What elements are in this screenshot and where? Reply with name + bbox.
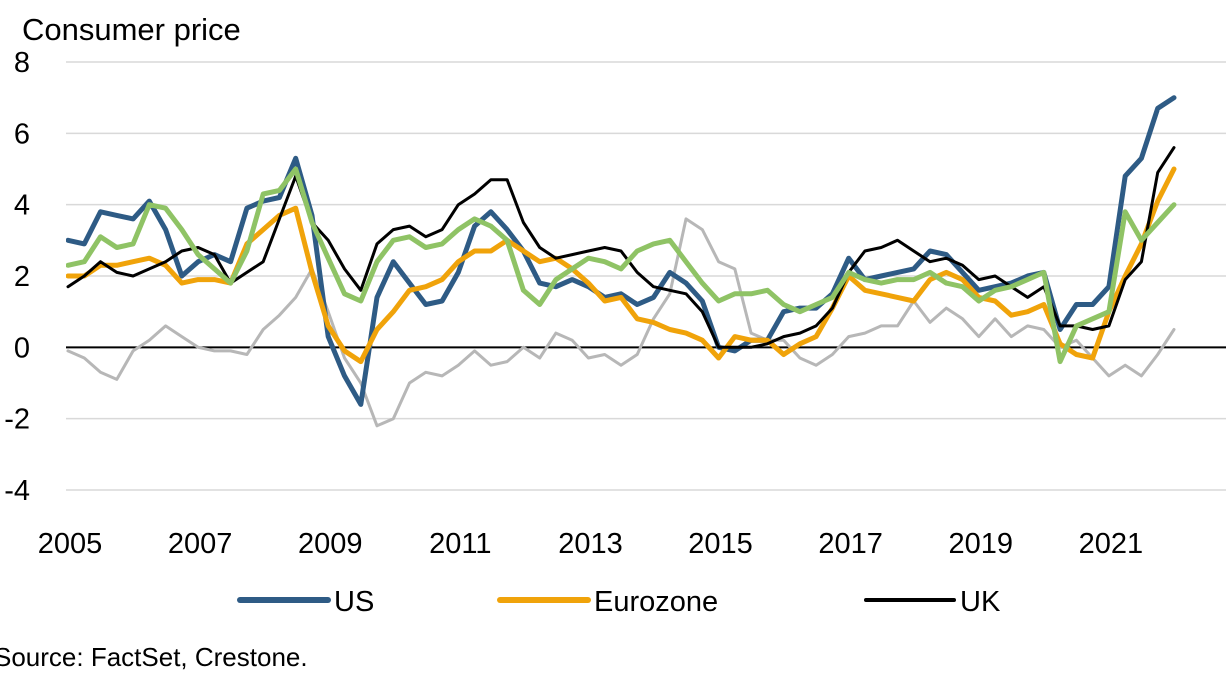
series-line-us	[66, 95, 1177, 407]
y-tick-label: 6	[14, 118, 30, 150]
legend-label-uk: UK	[960, 586, 1001, 618]
y-tick-label: 2	[14, 261, 30, 293]
series-lines	[66, 95, 1177, 428]
legend: US Eurozone UK	[237, 586, 1001, 618]
series-line-unlabeled-4	[66, 166, 1177, 365]
y-tick-label: 0	[14, 332, 30, 364]
y-tick-label: -4	[4, 475, 30, 507]
source-note: Source: FactSet, Crestone.	[0, 642, 308, 672]
legend-label-eurozone: Eurozone	[594, 586, 718, 618]
x-tick-label: 2009	[298, 528, 363, 560]
y-tick-label: 4	[14, 190, 30, 222]
y-tick-label: 8	[14, 47, 30, 79]
series-line-uk	[66, 146, 1176, 349]
chart-title: Consumer price	[22, 12, 241, 47]
x-tick-label: 2013	[558, 528, 623, 560]
x-tick-label: 2019	[949, 528, 1014, 560]
x-tick-label: 2011	[429, 528, 491, 560]
y-axis-tick-labels: 8 6 4 2 0 -2 -4	[4, 47, 30, 507]
x-tick-label: 2005	[38, 528, 103, 560]
legend-label-us: US	[334, 586, 374, 618]
y-tick-label: -2	[4, 404, 30, 436]
x-axis-tick-labels: 2005 2007 2009 2011 2013 2015 2017 2019 2021	[38, 528, 1143, 560]
x-tick-label: 2015	[688, 528, 753, 560]
series-line-unlabeled-0	[66, 217, 1176, 428]
x-tick-label: 2021	[1079, 528, 1144, 560]
x-tick-label: 2007	[168, 528, 233, 560]
x-tick-label: 2017	[818, 528, 883, 560]
